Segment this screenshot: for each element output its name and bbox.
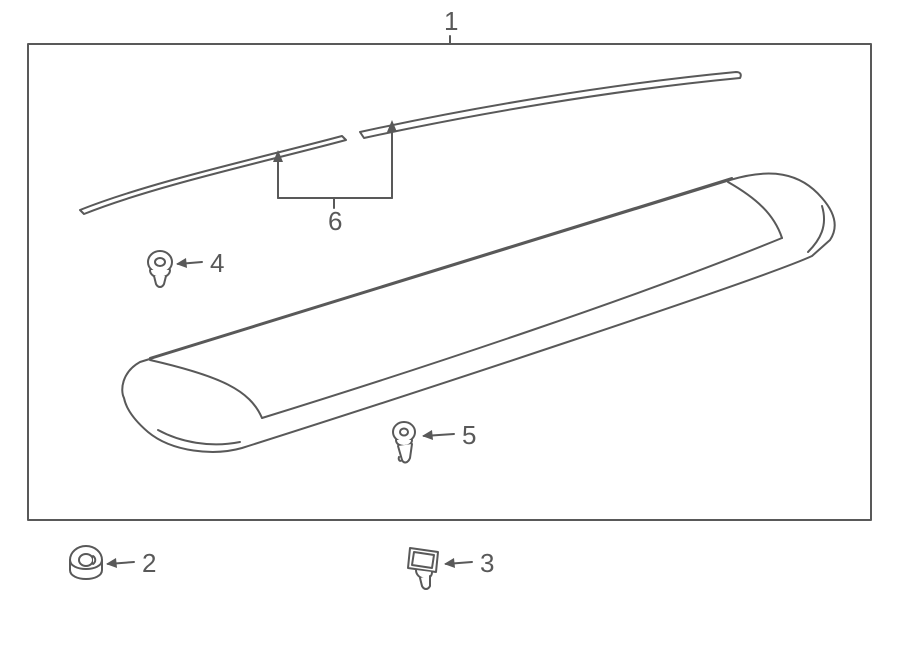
callout-label-5: 5 <box>462 420 476 451</box>
callout-label-4: 4 <box>210 248 224 279</box>
protector-tape-left <box>80 136 346 214</box>
nut-2 <box>70 546 102 579</box>
leader-4 <box>176 258 202 268</box>
callout-label-1: 1 <box>444 6 458 37</box>
leader-3 <box>444 558 472 568</box>
leader-2 <box>106 558 134 568</box>
callout-label-3: 3 <box>480 548 494 579</box>
protector-tape-right <box>360 72 741 138</box>
stud-5 <box>393 422 415 462</box>
clip-3 <box>408 548 438 589</box>
diagram-canvas: 1 2 3 4 5 6 <box>0 0 900 661</box>
callout-label-2: 2 <box>142 548 156 579</box>
leader-5 <box>422 430 454 440</box>
clip-4 <box>148 251 172 287</box>
spoiler <box>122 174 834 452</box>
parts-diagram-svg <box>0 0 900 661</box>
callout-label-6: 6 <box>328 206 342 237</box>
